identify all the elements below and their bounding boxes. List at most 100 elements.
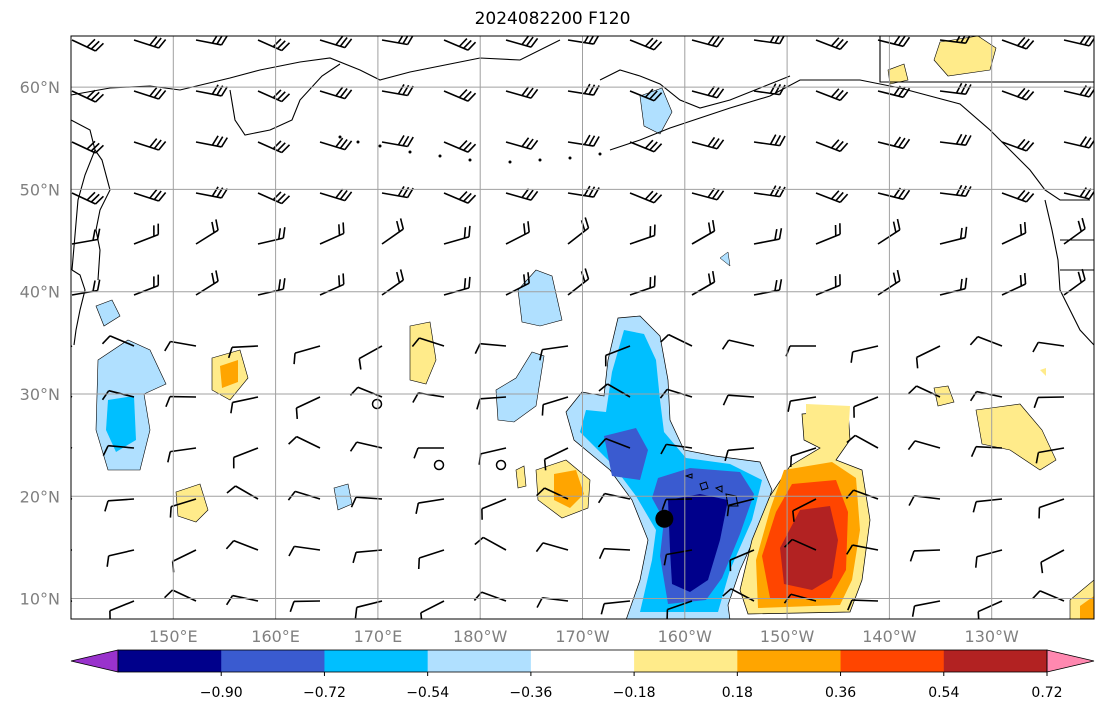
wind-barb-43	[629, 139, 663, 153]
wind-barb-74	[443, 225, 471, 245]
wind-barb-94	[629, 275, 656, 296]
wind-barb-124	[349, 386, 383, 398]
wind-barb-144	[543, 447, 569, 471]
wind-barb-127	[541, 396, 569, 416]
wind-barb-194	[473, 591, 507, 602]
wind-barb-3	[257, 38, 291, 52]
wind-barb-177	[474, 536, 507, 551]
wind-barb-11	[753, 36, 785, 45]
wind-barb-190	[225, 594, 259, 606]
gridlines	[71, 36, 1094, 619]
lon-label-1: 160°E	[251, 627, 300, 646]
wind-barb-61	[691, 187, 725, 201]
wind-barb-130	[722, 394, 755, 406]
wind-barb-148	[789, 447, 817, 468]
wind-barb-134	[969, 390, 1003, 402]
wind-barb-150	[907, 440, 941, 451]
wind-barb-57	[443, 191, 477, 204]
wind-barb-116	[915, 345, 941, 369]
wind-barb-53	[195, 186, 228, 199]
wind-barb-139	[232, 447, 259, 469]
wind-barb-189	[163, 589, 197, 602]
wind-barb-47	[877, 136, 911, 150]
wind-barb-191	[289, 600, 321, 613]
wind-barb-113	[721, 339, 755, 350]
wind-barb-36	[195, 135, 228, 148]
wind-barb-92	[505, 272, 530, 296]
wind-barb-164	[726, 498, 755, 517]
lat-label-0: 60°N	[20, 78, 60, 97]
colorbar-label-5: 0.18	[722, 685, 753, 701]
wind-barb-171	[106, 549, 135, 567]
wind-barb-19	[195, 84, 228, 97]
lat-label-3: 30°N	[20, 385, 60, 404]
lon-label-8: 130°W	[965, 627, 1020, 646]
wind-barb-169	[1038, 498, 1065, 519]
colorbar-segment-1	[221, 650, 325, 672]
wind-barb-200	[847, 599, 879, 611]
colorbar-segment-7	[840, 650, 945, 672]
wind-barb-30	[877, 85, 911, 99]
wind-barb-99	[939, 277, 968, 296]
colorbar-extend-high	[1046, 649, 1095, 673]
wind-barb-18	[133, 87, 167, 100]
wind-barb-29	[815, 88, 849, 102]
wind-barb-154	[104, 498, 135, 512]
calm-wind-circles	[371, 398, 507, 471]
wind-barb-135	[1033, 396, 1065, 409]
wind-barb-167	[908, 495, 941, 506]
storm-center-marker	[655, 509, 674, 528]
wind-barb-118	[1032, 341, 1065, 353]
wind-barb-142	[413, 447, 444, 459]
wind-barb-143	[478, 447, 507, 465]
wind-barb-160	[481, 498, 507, 520]
wind-barb-70	[195, 219, 219, 245]
wind-barb-96	[753, 279, 783, 296]
wind-barb-68	[71, 228, 101, 245]
wind-barb-109	[474, 342, 507, 354]
wind-barb-83	[1001, 221, 1027, 245]
wind-barb-5	[381, 36, 414, 46]
wind-barb-188	[109, 600, 135, 619]
wind-barb-20	[257, 89, 291, 103]
wind-barb-13	[877, 36, 911, 48]
wind-barb-176	[417, 549, 445, 570]
wind-barb-179	[598, 547, 631, 560]
small-anomaly-blobs	[95, 36, 1094, 619]
wind-barb-71	[257, 227, 286, 245]
wind-barb-14	[939, 36, 971, 44]
colorbar-label-8: 0.72	[1031, 685, 1062, 701]
wind-barb-49	[1001, 138, 1035, 152]
wind-barb-137	[102, 444, 135, 456]
wind-barb-104	[164, 340, 197, 352]
wind-barb-185	[974, 549, 1003, 568]
wind-barb-9	[629, 37, 663, 51]
wind-barb-27	[691, 85, 725, 99]
colorbar-segment-6	[737, 650, 842, 672]
lon-label-2: 170°E	[354, 627, 403, 646]
wind-barb-152	[1035, 447, 1065, 464]
wind-barb-182	[783, 538, 817, 551]
wind-barb-100	[1001, 272, 1027, 296]
wind-barb-108	[411, 337, 445, 348]
wind-barb-85	[71, 279, 101, 296]
colorbar-label-2: −0.54	[406, 685, 449, 701]
longitude-tick-labels: 150°E 160°E 170°E 180°W 170°W 160°W 150°W 140°W…	[149, 627, 1019, 646]
wind-barb-79	[753, 228, 783, 245]
wind-barb-34	[71, 140, 105, 154]
wind-barb-78	[691, 220, 716, 245]
wind-barb-165	[792, 498, 817, 522]
wind-barb-102	[71, 345, 73, 348]
wind-barb-80	[815, 223, 841, 245]
wind-barb-95	[691, 271, 716, 296]
aleutian-islands	[338, 135, 602, 164]
wind-barb-77	[629, 224, 656, 245]
colorbar-label-6: 0.36	[825, 685, 856, 701]
wind-barb-159	[415, 498, 445, 514]
wind-barb-163	[661, 498, 693, 511]
wind-barb-136	[71, 446, 73, 449]
wind-barb-89	[319, 273, 345, 296]
wind-barb-114	[785, 345, 816, 357]
hawaii-islands	[684, 473, 739, 507]
wind-barb-157	[287, 490, 321, 501]
